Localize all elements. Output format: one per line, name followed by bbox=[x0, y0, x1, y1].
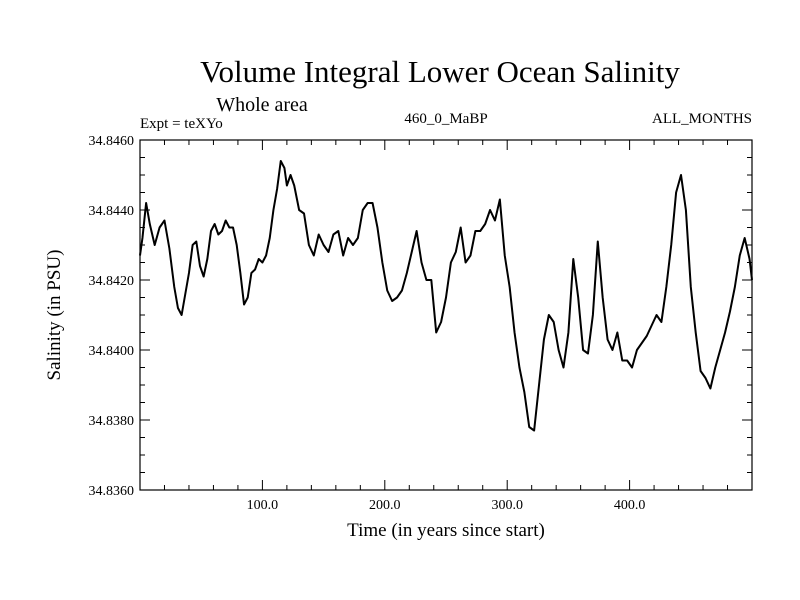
x-axis-label: Time (in years since start) bbox=[347, 520, 545, 541]
salinity-series-line bbox=[139, 160, 753, 432]
experiment-label: Expt = teXYo bbox=[140, 116, 223, 132]
y-tick-label: 34.8400 bbox=[89, 344, 135, 359]
x-tick-label: 400.0 bbox=[614, 498, 646, 513]
y-tick-label: 34.8420 bbox=[89, 274, 135, 289]
x-tick-label: 200.0 bbox=[369, 498, 401, 513]
axis-ticks bbox=[140, 139, 752, 491]
chart-subtitle: Whole area bbox=[216, 94, 308, 116]
y-tick-label: 34.8380 bbox=[89, 414, 135, 429]
x-tick-label: 100.0 bbox=[247, 498, 279, 513]
months-label: ALL_MONTHS bbox=[652, 111, 752, 127]
chart-title: Volume Integral Lower Ocean Salinity bbox=[200, 54, 680, 89]
y-tick-label: 34.8460 bbox=[89, 134, 135, 149]
axis-tick-labels: 100.0 200.0 300.0 400.0 34.8360 34.8380 34.840… bbox=[89, 134, 646, 513]
y-axis-label: Salinity (in PSU) bbox=[44, 250, 65, 381]
y-tick-label: 34.8440 bbox=[89, 204, 135, 219]
run-label: 460_0_MaBP bbox=[404, 111, 487, 127]
y-tick-label: 34.8360 bbox=[89, 484, 135, 499]
x-tick-label: 300.0 bbox=[491, 498, 523, 513]
